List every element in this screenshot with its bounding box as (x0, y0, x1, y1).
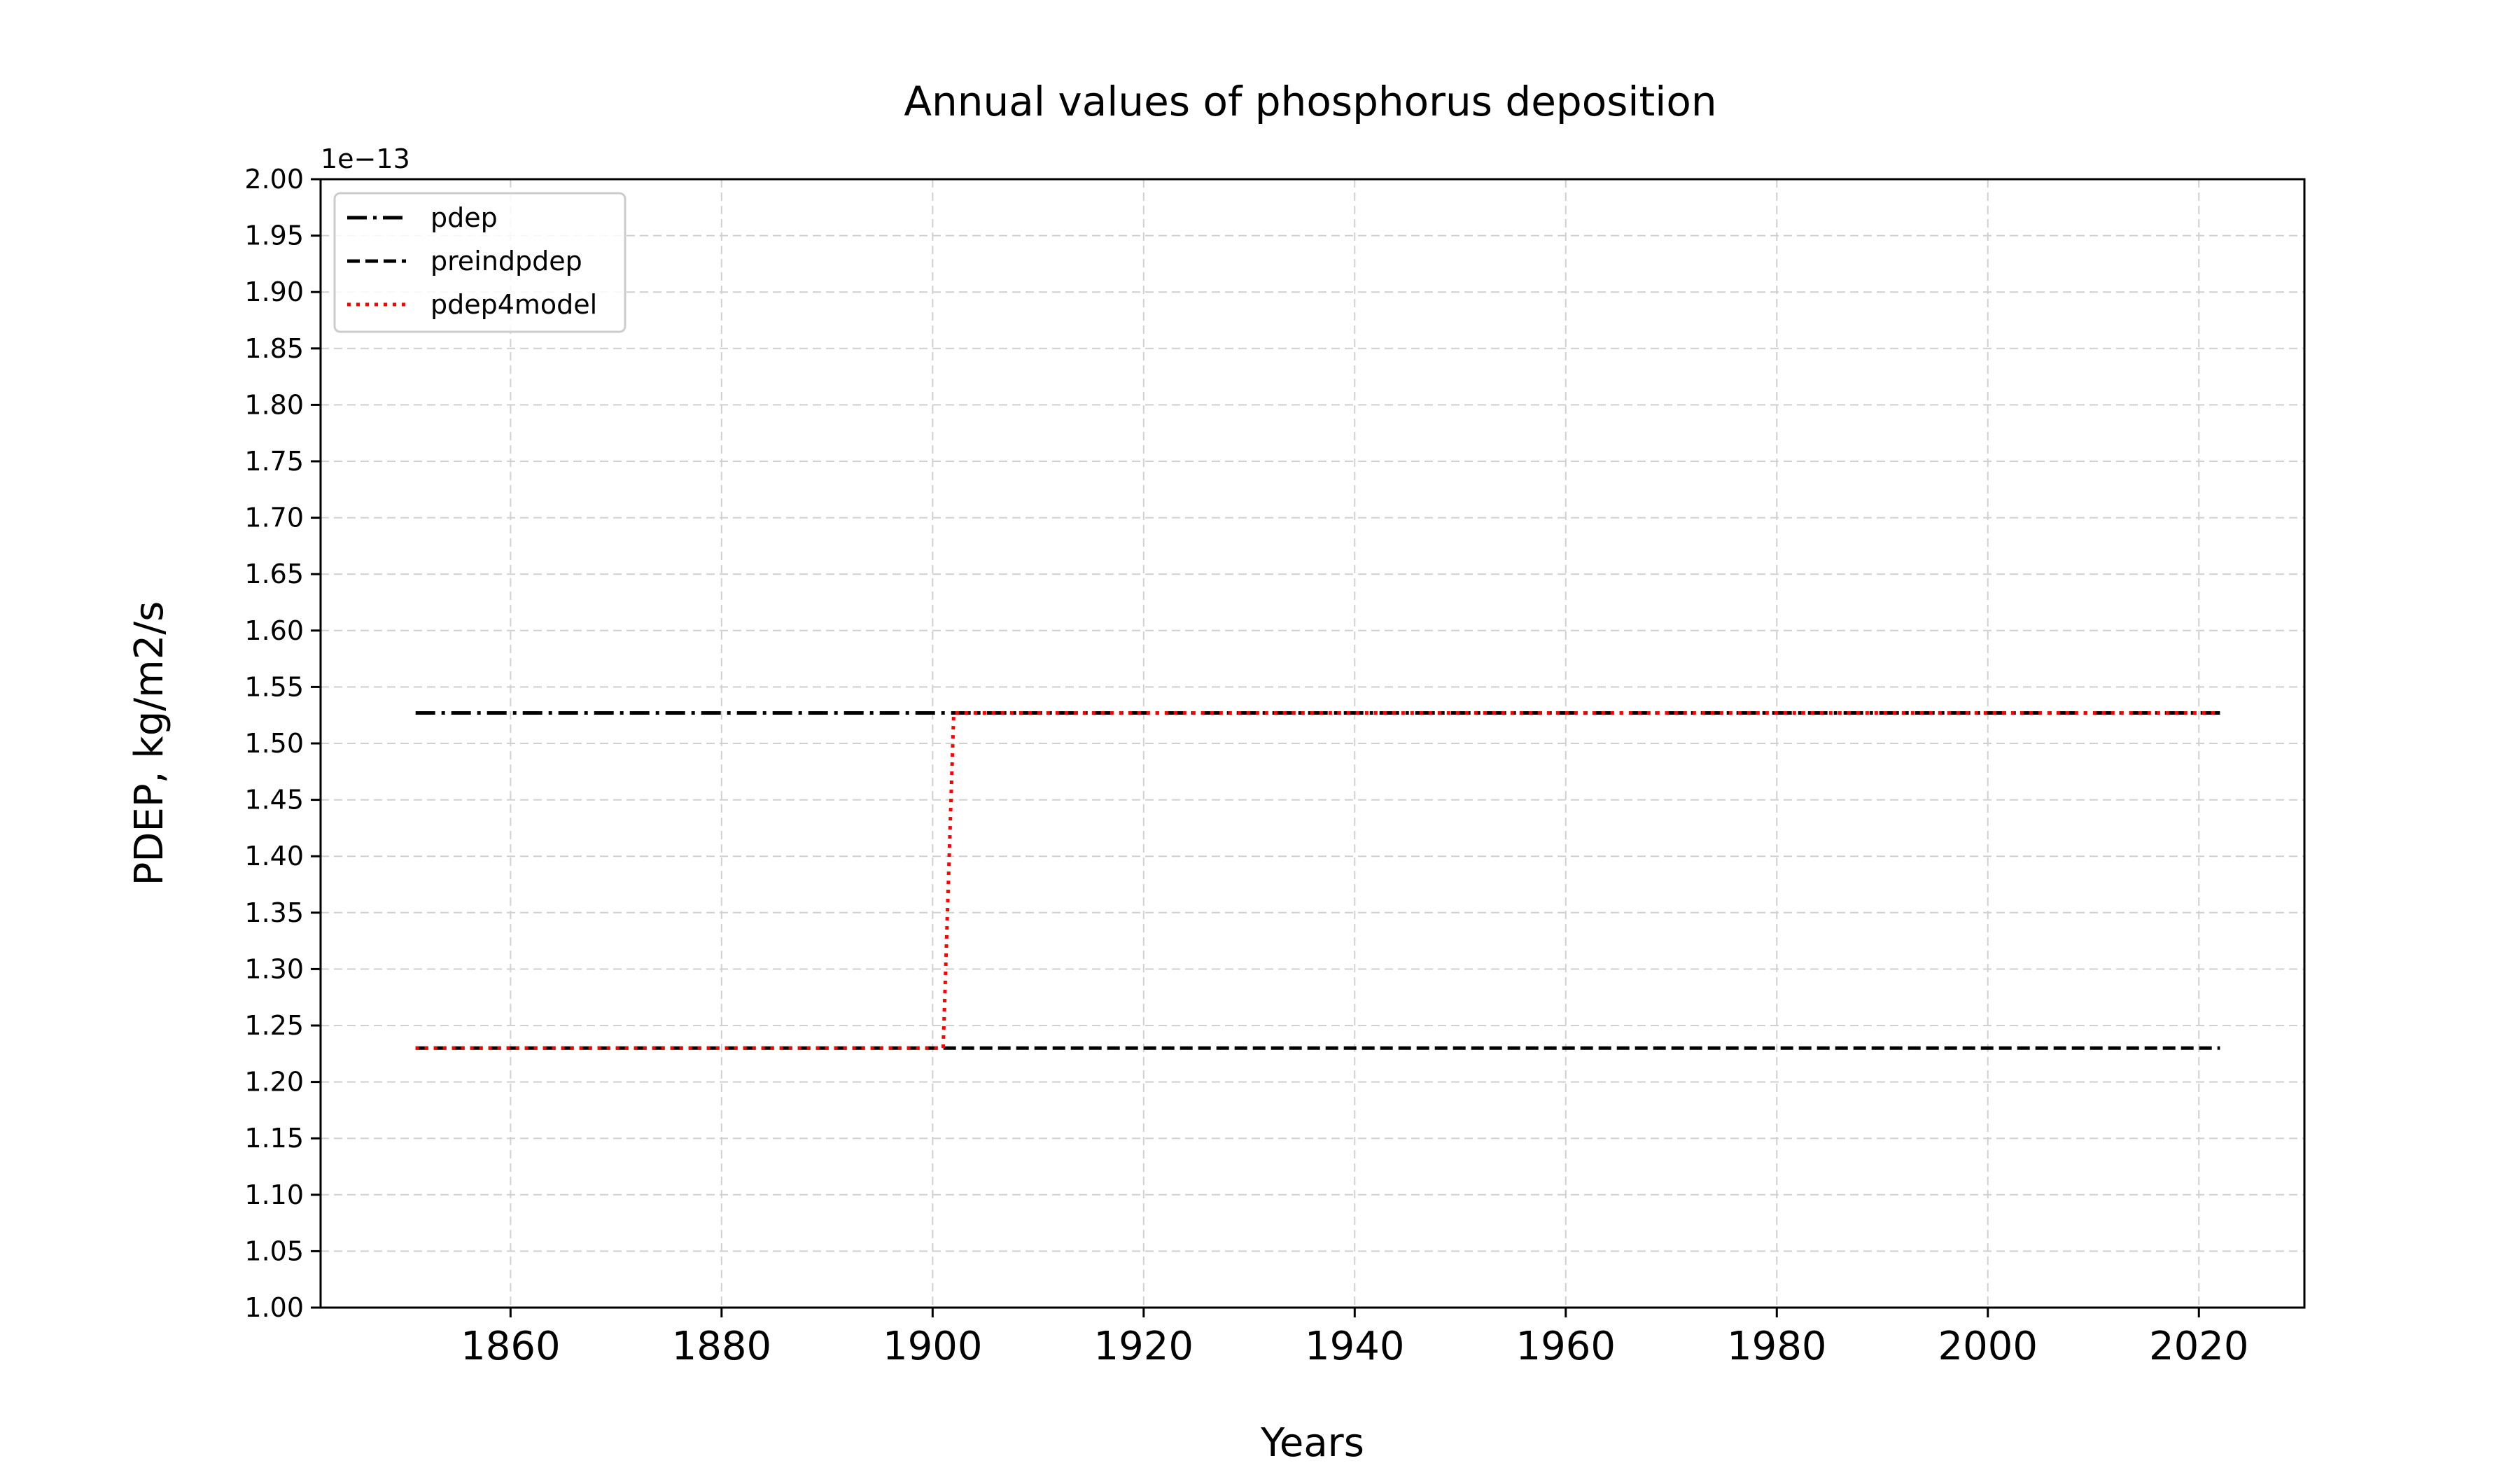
x-tick-label: 2000 (1938, 1324, 2038, 1369)
y-tick-label: 1.75 (244, 446, 304, 477)
legend-box (333, 192, 626, 333)
x-tick-label: 1960 (1516, 1324, 1616, 1369)
y-tick-label: 1.85 (244, 333, 304, 364)
y-tick-label: 1.30 (244, 953, 304, 984)
chart-title: Annual values of phosphorus deposition (904, 78, 1716, 125)
legend: pdep preindpdep pdep4model (333, 192, 626, 333)
y-tick-label: 1.35 (244, 897, 304, 928)
y-tick-label: 2.00 (244, 164, 304, 195)
y-tick-label: 1.45 (244, 785, 304, 816)
y-tick-label: 1.40 (244, 841, 304, 872)
y-tick-label: 1.15 (244, 1123, 304, 1154)
y-tick-label: 1.25 (244, 1010, 304, 1041)
y-tick-label: 1.20 (244, 1067, 304, 1098)
y-tick-label: 1.60 (244, 615, 304, 646)
x-tick-label: 1860 (461, 1324, 561, 1369)
x-tick-label: 1980 (1727, 1324, 1827, 1369)
y-tick-label: 1.00 (244, 1292, 304, 1323)
y-tick-label: 1.50 (244, 728, 304, 759)
y-tick-label: 1.05 (244, 1236, 304, 1266)
y-tick-label: 1.95 (244, 220, 304, 251)
y-tick-label: 1.10 (244, 1180, 304, 1210)
y-tick-label: 1.90 (244, 276, 304, 307)
y-axis-label: PDEP, kg/m2/s (127, 601, 172, 886)
y-tick-label: 1.70 (244, 503, 304, 533)
series-layer (415, 711, 2220, 1050)
x-axis-label: Years (1260, 1420, 1364, 1466)
legend-label-pdep: pdep (430, 202, 498, 233)
legend-label-pdep4model: pdep4model (430, 289, 597, 320)
y-offset-label: 1e−13 (321, 144, 410, 174)
axis-ticks: 1860 1880 1900 1920 1940 1960 1980 2000 2020 1.00… (244, 164, 2248, 1369)
legend-label-preindpdep: preindpdep (430, 246, 582, 276)
x-tick-label: 1900 (883, 1324, 983, 1369)
x-tick-label: 2020 (2149, 1324, 2249, 1369)
y-tick-label: 1.55 (244, 671, 304, 702)
x-tick-label: 1920 (1094, 1324, 1194, 1369)
x-tick-label: 1940 (1305, 1324, 1405, 1369)
y-tick-label: 1.80 (244, 389, 304, 420)
y-tick-label: 1.65 (244, 559, 304, 589)
x-tick-label: 1880 (672, 1324, 772, 1369)
